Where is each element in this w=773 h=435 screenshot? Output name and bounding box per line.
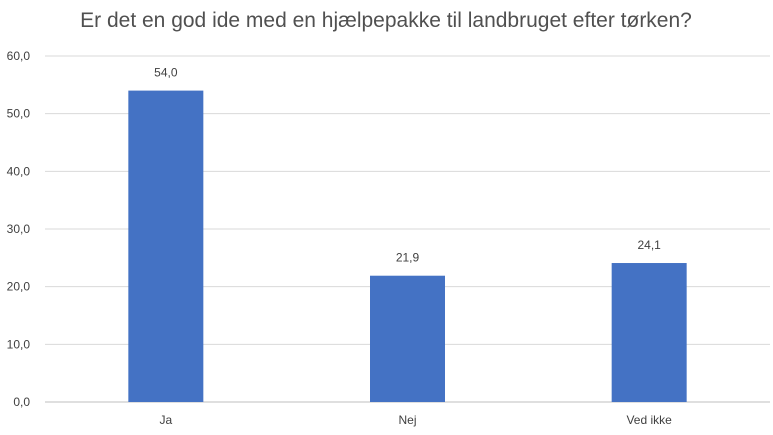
- data-label: 21,9: [396, 251, 420, 265]
- y-tick-label: 0,0: [13, 395, 30, 409]
- y-tick-label: 50,0: [7, 107, 31, 121]
- bar: [128, 90, 204, 402]
- y-tick-label: 10,0: [7, 337, 31, 351]
- data-label: 54,0: [154, 66, 178, 80]
- y-axis-ticks: 0,0 10,0 20,0 30,0 40,0 50,0 60,0: [7, 49, 31, 409]
- y-tick-label: 30,0: [7, 222, 31, 236]
- y-tick-label: 60,0: [7, 49, 31, 63]
- y-tick-label: 20,0: [7, 280, 31, 294]
- category-label: Nej: [398, 413, 416, 427]
- chart-title: Er det en god ide med en hjælpepakke til…: [80, 9, 692, 32]
- y-tick-label: 40,0: [7, 164, 31, 178]
- x-axis-categories: Ja Nej Ved ikke: [159, 413, 672, 427]
- data-label: 24,1: [637, 238, 661, 252]
- bar: [611, 263, 687, 402]
- data-labels: 54,0 21,9 24,1: [154, 66, 661, 265]
- category-label: Ja: [159, 413, 172, 427]
- bar: [370, 275, 445, 402]
- bars: [128, 90, 687, 402]
- category-label: Ved ikke: [626, 413, 672, 427]
